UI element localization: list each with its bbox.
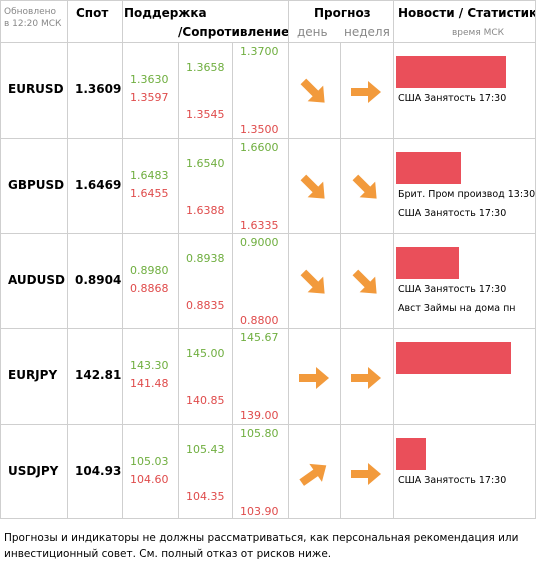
support-3: 105.80 bbox=[240, 427, 279, 440]
spot: 1.3609 bbox=[75, 82, 122, 96]
updated: Обновлено в 12:20 МСК bbox=[4, 7, 62, 29]
forecast-arrow bbox=[300, 78, 325, 103]
support-2: 1.6540 bbox=[186, 157, 225, 170]
news-bar bbox=[396, 56, 506, 88]
resistance-2: 1.3545 bbox=[186, 108, 225, 121]
col-line bbox=[288, 0, 289, 518]
spot: 104.93 bbox=[75, 464, 122, 478]
news-bar bbox=[396, 152, 461, 184]
news-item: Брит. Пром производ 13:30 bbox=[398, 189, 536, 200]
forecast-arrow bbox=[351, 367, 381, 389]
time-header: время МСК bbox=[452, 28, 505, 38]
forecast-arrow bbox=[299, 367, 329, 389]
resistance-2: 104.35 bbox=[186, 490, 225, 503]
week-header: неделя bbox=[344, 25, 390, 39]
resistance-1: 1.6455 bbox=[130, 187, 169, 200]
support-1: 0.8980 bbox=[130, 264, 169, 277]
resistance-1: 141.48 bbox=[130, 377, 169, 390]
spot: 0.8904 bbox=[75, 273, 122, 287]
resistance-2: 1.6388 bbox=[186, 204, 225, 217]
support-3: 1.6600 bbox=[240, 141, 279, 154]
row-line bbox=[0, 42, 536, 43]
forecast-arrow bbox=[352, 174, 377, 199]
support-2: 1.3658 bbox=[186, 61, 225, 74]
disclaimer: Прогнозы и индикаторы не должны рассматр… bbox=[4, 532, 519, 560]
support-1: 143.30 bbox=[130, 359, 169, 372]
resistance-1: 1.3597 bbox=[130, 91, 169, 104]
resistance-1: 104.60 bbox=[130, 473, 169, 486]
forecast-arrow bbox=[300, 174, 325, 199]
spot-header: Спот bbox=[76, 6, 109, 20]
pair: EURJPY bbox=[8, 368, 58, 382]
resistance-3: 139.00 bbox=[240, 409, 279, 422]
row-line bbox=[0, 424, 536, 425]
support-3: 145.67 bbox=[240, 331, 279, 344]
forecast-arrow bbox=[352, 269, 377, 294]
news-item: США Занятость 17:30 bbox=[398, 284, 507, 295]
pair: AUDUSD bbox=[8, 273, 65, 287]
news-bar bbox=[396, 247, 459, 279]
resistance-3: 1.6335 bbox=[240, 219, 279, 232]
border-top bbox=[0, 0, 536, 1]
news-item: Авст Займы на дома пн bbox=[398, 303, 516, 314]
resistance-3: 1.3500 bbox=[240, 123, 279, 136]
row-line bbox=[0, 518, 536, 519]
forecast-arrow bbox=[299, 463, 327, 486]
pair: USDJPY bbox=[8, 464, 59, 478]
forecast-arrow bbox=[300, 269, 325, 294]
news-item: США Занятость 17:30 bbox=[398, 475, 507, 486]
row-line bbox=[0, 328, 536, 329]
support-2: 145.00 bbox=[186, 347, 225, 360]
forecast-arrow bbox=[351, 81, 381, 103]
resistance-2: 140.85 bbox=[186, 394, 225, 407]
resistance-header: /Сопротивление bbox=[178, 25, 290, 39]
support-3: 0.9000 bbox=[240, 236, 279, 249]
col-line bbox=[67, 0, 68, 518]
support-2: 0.8938 bbox=[186, 252, 225, 265]
support-1: 105.03 bbox=[130, 455, 169, 468]
news-bar bbox=[396, 438, 426, 470]
col-line bbox=[393, 0, 394, 518]
support-2: 105.43 bbox=[186, 443, 225, 456]
news-item: США Занятость 17:30 bbox=[398, 93, 507, 104]
resistance-2: 0.8835 bbox=[186, 299, 225, 312]
forecast-header: Прогноз bbox=[314, 6, 371, 20]
support-3: 1.3700 bbox=[240, 45, 279, 58]
day-header: день bbox=[297, 25, 328, 39]
support-header: Поддержка bbox=[124, 6, 207, 20]
resistance-3: 0.8800 bbox=[240, 314, 279, 327]
resistance-3: 103.90 bbox=[240, 505, 279, 518]
col-line bbox=[178, 42, 179, 518]
spot: 142.81 bbox=[75, 368, 122, 382]
row-line bbox=[0, 233, 536, 234]
news-bar bbox=[396, 342, 511, 374]
spot: 1.6469 bbox=[75, 178, 122, 192]
news-header: Новости / Статистика bbox=[398, 6, 536, 20]
resistance-1: 0.8868 bbox=[130, 282, 169, 295]
news-item: США Занятость 17:30 bbox=[398, 208, 507, 219]
support-1: 1.3630 bbox=[130, 73, 169, 86]
pair: EURUSD bbox=[8, 82, 64, 96]
pair: GBPUSD bbox=[8, 178, 65, 192]
forecast-arrow bbox=[351, 463, 381, 485]
support-1: 1.6483 bbox=[130, 169, 169, 182]
col-line bbox=[340, 42, 341, 518]
col-line bbox=[122, 0, 123, 518]
row-line bbox=[0, 138, 536, 139]
col-line bbox=[0, 0, 1, 518]
col-line bbox=[232, 42, 233, 518]
